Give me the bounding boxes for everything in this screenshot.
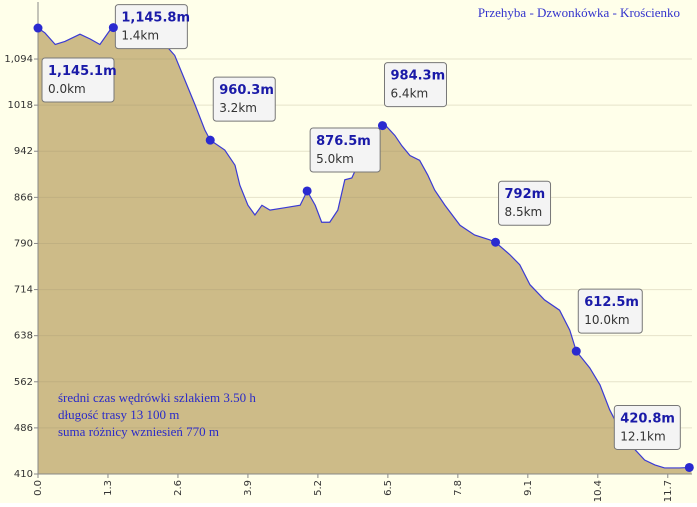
marker (571, 346, 581, 356)
callout-box (498, 180, 552, 226)
x-tick-label: 11.7 (663, 480, 674, 502)
x-tick-label: 2.6 (173, 480, 184, 496)
stat-note: średni czas wędrówki szlakiem 3.50 h (58, 390, 256, 405)
y-tick-label: 410 (14, 469, 33, 480)
marker (205, 135, 215, 145)
callout-distance: 12.1km (620, 429, 665, 443)
callout-elevation: 960.3m (219, 83, 274, 98)
callout: 420.8m 12.1km (613, 404, 681, 450)
y-tick-label: 1018 (8, 100, 33, 111)
callout-distance: 8.5km (505, 205, 543, 219)
callout: 876.5m 5.0km (309, 127, 381, 173)
stat-note: długość trasy 13 100 m (58, 407, 179, 422)
callout: 612.5m 10.0km (577, 288, 643, 334)
y-tick-label: 1,094 (4, 54, 33, 65)
callout-elevation: 612.5m (584, 295, 639, 310)
callout-box (41, 57, 115, 103)
y-tick-label: 714 (14, 285, 33, 296)
x-tick-label: 3.9 (243, 480, 254, 496)
callout: 960.3m 3.2km (212, 76, 276, 122)
callout-distance: 5.0km (316, 152, 354, 166)
x-tick-label: 7.8 (453, 480, 464, 496)
marker (33, 23, 43, 33)
callout-box (212, 76, 276, 122)
callout-box (309, 127, 381, 173)
callout-distance: 1.4km (121, 29, 159, 43)
y-tick-label: 866 (14, 192, 33, 203)
marker (108, 23, 118, 33)
callout-distance: 3.2km (219, 101, 257, 115)
x-tick-label: 5.2 (313, 480, 324, 496)
x-tick-label: 0.0 (33, 480, 44, 496)
callout-box (613, 404, 681, 450)
callout-distance: 6.4km (390, 87, 428, 101)
callout-box (577, 288, 643, 334)
callout-elevation: 1,145.1m (48, 64, 117, 79)
x-tick-label: 1.3 (103, 480, 114, 496)
y-tick-label: 486 (14, 423, 33, 434)
y-tick-label: 638 (14, 331, 33, 342)
callout-box (383, 62, 447, 108)
marker (684, 462, 694, 472)
area-fill (38, 27, 692, 475)
callout-distance: 0.0km (48, 82, 86, 96)
stat-note: suma różnicy wzniesień 770 m (58, 424, 219, 439)
x-tick-label: 10.4 (593, 480, 604, 502)
callout-elevation: 876.5m (316, 134, 371, 149)
callout-distance: 10.0km (584, 313, 629, 327)
y-tick-label: 790 (14, 238, 33, 249)
y-tick-label: 562 (14, 377, 33, 388)
callout-elevation: 420.8m (620, 411, 675, 426)
marker (491, 237, 501, 247)
callout: 1,145.1m 0.0km (41, 57, 117, 103)
callout-elevation: 984.3m (390, 69, 445, 84)
marker (377, 121, 387, 131)
y-tick-label: 942 (14, 146, 33, 157)
chart-title: Przehyba - Dzwonkówka - Krościenko (478, 5, 680, 20)
callout: 1,145.8m 1.4km (114, 4, 190, 50)
x-tick-label: 6.5 (383, 480, 394, 496)
x-tick-label: 9.1 (523, 480, 534, 496)
callout-elevation: 792m (505, 187, 546, 202)
marker (302, 186, 312, 196)
callout: 792m 8.5km (498, 180, 552, 226)
callout: 984.3m 6.4km (383, 62, 447, 108)
callout-elevation: 1,145.8m (121, 11, 190, 26)
